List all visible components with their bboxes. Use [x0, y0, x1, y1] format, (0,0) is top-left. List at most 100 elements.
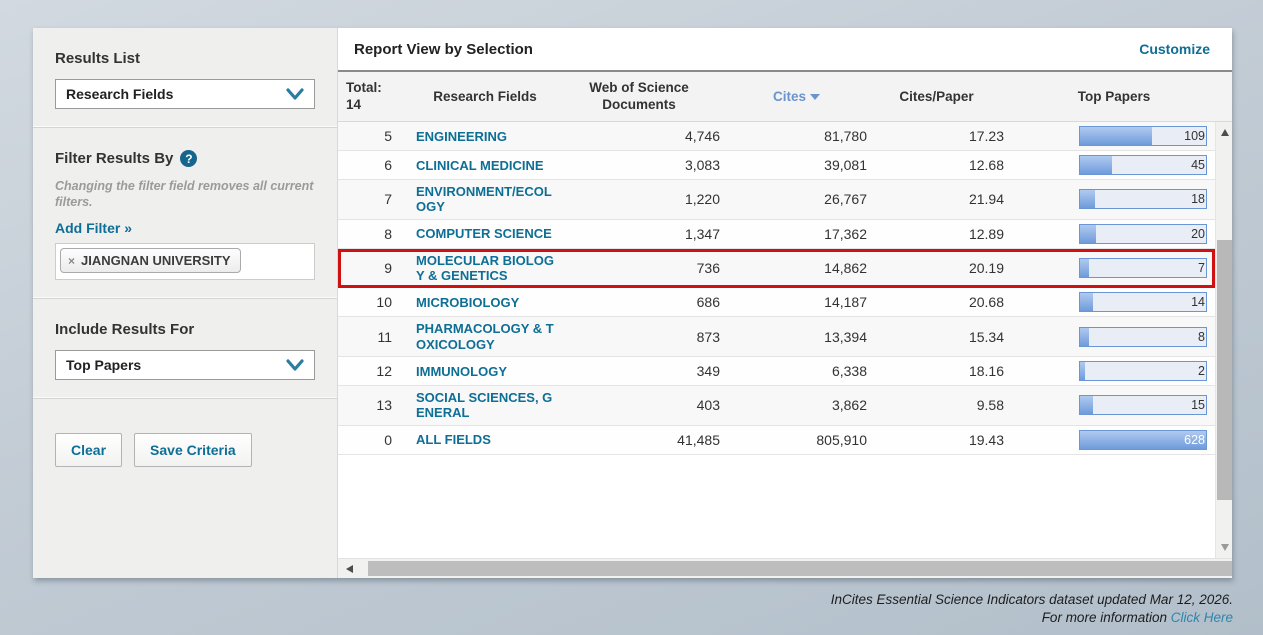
- top-papers-value: 628: [1184, 432, 1205, 447]
- row-rank: 7: [384, 191, 392, 208]
- row-rank: 9: [384, 259, 392, 276]
- wos-documents-value: 686: [696, 294, 720, 311]
- research-field-link[interactable]: ENGINEERING: [416, 128, 508, 144]
- top-papers-bar: 109: [1079, 126, 1207, 146]
- top-papers-value: 45: [1191, 158, 1205, 172]
- wos-documents-value: 1,220: [684, 191, 720, 208]
- research-field-link[interactable]: ENVIRONMENT/ECOLOGY: [416, 184, 552, 215]
- horizontal-scrollbar-thumb[interactable]: [368, 561, 1232, 576]
- research-field-link[interactable]: CLINICAL MEDICINE: [416, 157, 544, 173]
- column-header-wos-documents[interactable]: Web of Science Documents: [589, 79, 689, 112]
- cites-per-paper-value: 15.34: [968, 328, 1004, 345]
- cites-value: 6,338: [831, 362, 867, 379]
- table-row: 12 IMMUNOLOGY 349 6,338 18.16 2: [338, 356, 1215, 386]
- save-criteria-button[interactable]: Save Criteria: [134, 433, 252, 468]
- column-header-cites[interactable]: Cites: [724, 89, 869, 104]
- wos-documents-value: 403: [696, 397, 720, 414]
- cites-per-paper-value: 18.16: [968, 362, 1004, 379]
- column-header-cites-per-paper[interactable]: Cites/Paper: [899, 89, 974, 104]
- top-papers-bar-fill: [1080, 396, 1093, 415]
- research-field-link[interactable]: ALL FIELDS: [416, 432, 491, 448]
- report-view: Report View by Selection Customize Total…: [338, 28, 1232, 578]
- cites-value: 14,187: [824, 294, 867, 311]
- wos-documents-value: 736: [696, 259, 720, 276]
- table-body-wrap: 5 ENGINEERING 4,746 81,780 17.23 109 6 C…: [338, 122, 1232, 558]
- top-papers-bar: 20: [1079, 223, 1207, 244]
- column-header-total: Total: 14: [338, 80, 402, 114]
- cites-value: 805,910: [816, 431, 867, 448]
- wos-documents-value: 41,485: [677, 431, 720, 448]
- top-papers-bar: 7: [1079, 257, 1207, 278]
- top-papers-bar-fill: [1080, 258, 1089, 277]
- sort-descending-icon: [810, 93, 820, 100]
- wos-documents-value: 873: [696, 328, 720, 345]
- filter-tag: × JIANGNAN UNIVERSITY: [60, 248, 241, 274]
- top-papers-bar-fill: [1080, 127, 1152, 145]
- top-papers-bar-fill: [1080, 190, 1096, 209]
- row-rank: 13: [376, 397, 392, 414]
- table-row: 10 MICROBIOLOGY 686 14,187 20.68 14: [338, 288, 1215, 318]
- research-field-link[interactable]: SOCIAL SCIENCES, GENERAL: [416, 389, 553, 421]
- top-papers-bar-fill: [1080, 327, 1089, 346]
- total-label: Total:: [346, 79, 382, 95]
- help-icon[interactable]: ?: [180, 150, 198, 167]
- row-rank: 6: [384, 157, 392, 173]
- remove-filter-icon[interactable]: ×: [68, 253, 76, 268]
- scroll-down-arrow-icon[interactable]: [1216, 539, 1233, 556]
- table-header-row: Total: 14 Research Fields Web of Science…: [338, 70, 1232, 122]
- research-field-link[interactable]: MOLECULAR BIOLOGY & GENETICS: [416, 252, 554, 283]
- results-list-dropdown[interactable]: Research Fields: [55, 79, 315, 109]
- top-papers-value: 8: [1198, 329, 1205, 344]
- row-rank: 8: [384, 225, 392, 242]
- top-papers-bar: 8: [1079, 326, 1207, 347]
- top-papers-value: 14: [1191, 295, 1205, 310]
- top-papers-bar-fill: [1080, 361, 1086, 380]
- top-papers-value: 20: [1191, 226, 1205, 241]
- wos-documents-value: 3,083: [684, 157, 720, 173]
- vertical-scrollbar[interactable]: [1215, 122, 1232, 558]
- row-rank: 5: [384, 128, 392, 144]
- cites-per-paper-value: 9.58: [976, 397, 1004, 414]
- table-row: 13 SOCIAL SCIENCES, GENERAL 403 3,862 9.…: [338, 385, 1215, 426]
- scroll-up-arrow-icon[interactable]: [1216, 124, 1233, 141]
- filter-heading-row: Filter Results By ?: [55, 150, 315, 167]
- customize-link[interactable]: Customize: [1139, 41, 1210, 57]
- click-here-link[interactable]: Click Here: [1170, 610, 1233, 626]
- sidebar: Results List Research Fields Filter Resu…: [33, 28, 338, 578]
- cites-per-paper-value: 20.19: [968, 259, 1004, 276]
- top-papers-bar-fill: [1080, 224, 1097, 243]
- column-header-top-papers[interactable]: Top Papers: [1077, 89, 1151, 104]
- vertical-scrollbar-thumb[interactable]: [1217, 240, 1232, 500]
- table-row: 8 COMPUTER SCIENCE 1,347 17,362 12.89 20: [338, 219, 1215, 249]
- research-field-link[interactable]: MICROBIOLOGY: [416, 295, 520, 311]
- research-field-link[interactable]: IMMUNOLOGY: [416, 363, 507, 379]
- cites-value: 14,862: [824, 259, 867, 276]
- top-papers-bar: 14: [1079, 292, 1207, 313]
- cites-per-paper-value: 12.68: [968, 157, 1004, 173]
- top-papers-bar: 45: [1079, 155, 1207, 175]
- top-papers-bar-fill: [1080, 156, 1112, 174]
- filter-section: Filter Results By ? Changing the filter …: [33, 128, 337, 300]
- research-field-link[interactable]: PHARMACOLOGY & TOXICOLOGY: [416, 321, 554, 352]
- table-row: 0 ALL FIELDS 41,485 805,910 19.43 628: [338, 425, 1215, 455]
- column-header-research-fields[interactable]: Research Fields: [433, 89, 537, 104]
- cites-per-paper-value: 17.23: [968, 128, 1004, 144]
- clear-button[interactable]: Clear: [55, 433, 123, 468]
- report-titlebar: Report View by Selection Customize: [338, 28, 1232, 70]
- top-papers-value: 7: [1198, 260, 1205, 275]
- wos-documents-value: 4,746: [684, 128, 720, 144]
- top-papers-value: 18: [1191, 192, 1205, 207]
- top-papers-bar: 18: [1079, 189, 1207, 210]
- filter-heading: Filter Results By: [55, 150, 174, 167]
- add-filter-link[interactable]: Add Filter »: [55, 220, 133, 237]
- horizontal-scrollbar[interactable]: [338, 558, 1232, 578]
- research-field-link[interactable]: COMPUTER SCIENCE: [416, 226, 552, 242]
- filter-tags-container: × JIANGNAN UNIVERSITY: [55, 243, 315, 281]
- table-rows: 5 ENGINEERING 4,746 81,780 17.23 109 6 C…: [338, 122, 1215, 558]
- chevron-down-icon: [286, 88, 304, 100]
- wos-documents-value: 349: [696, 362, 720, 379]
- more-info-text: For more information Click Here: [1041, 610, 1233, 626]
- include-results-dropdown[interactable]: Top Papers: [55, 350, 315, 381]
- row-rank: 0: [384, 431, 392, 448]
- scroll-left-arrow-icon[interactable]: [341, 559, 358, 578]
